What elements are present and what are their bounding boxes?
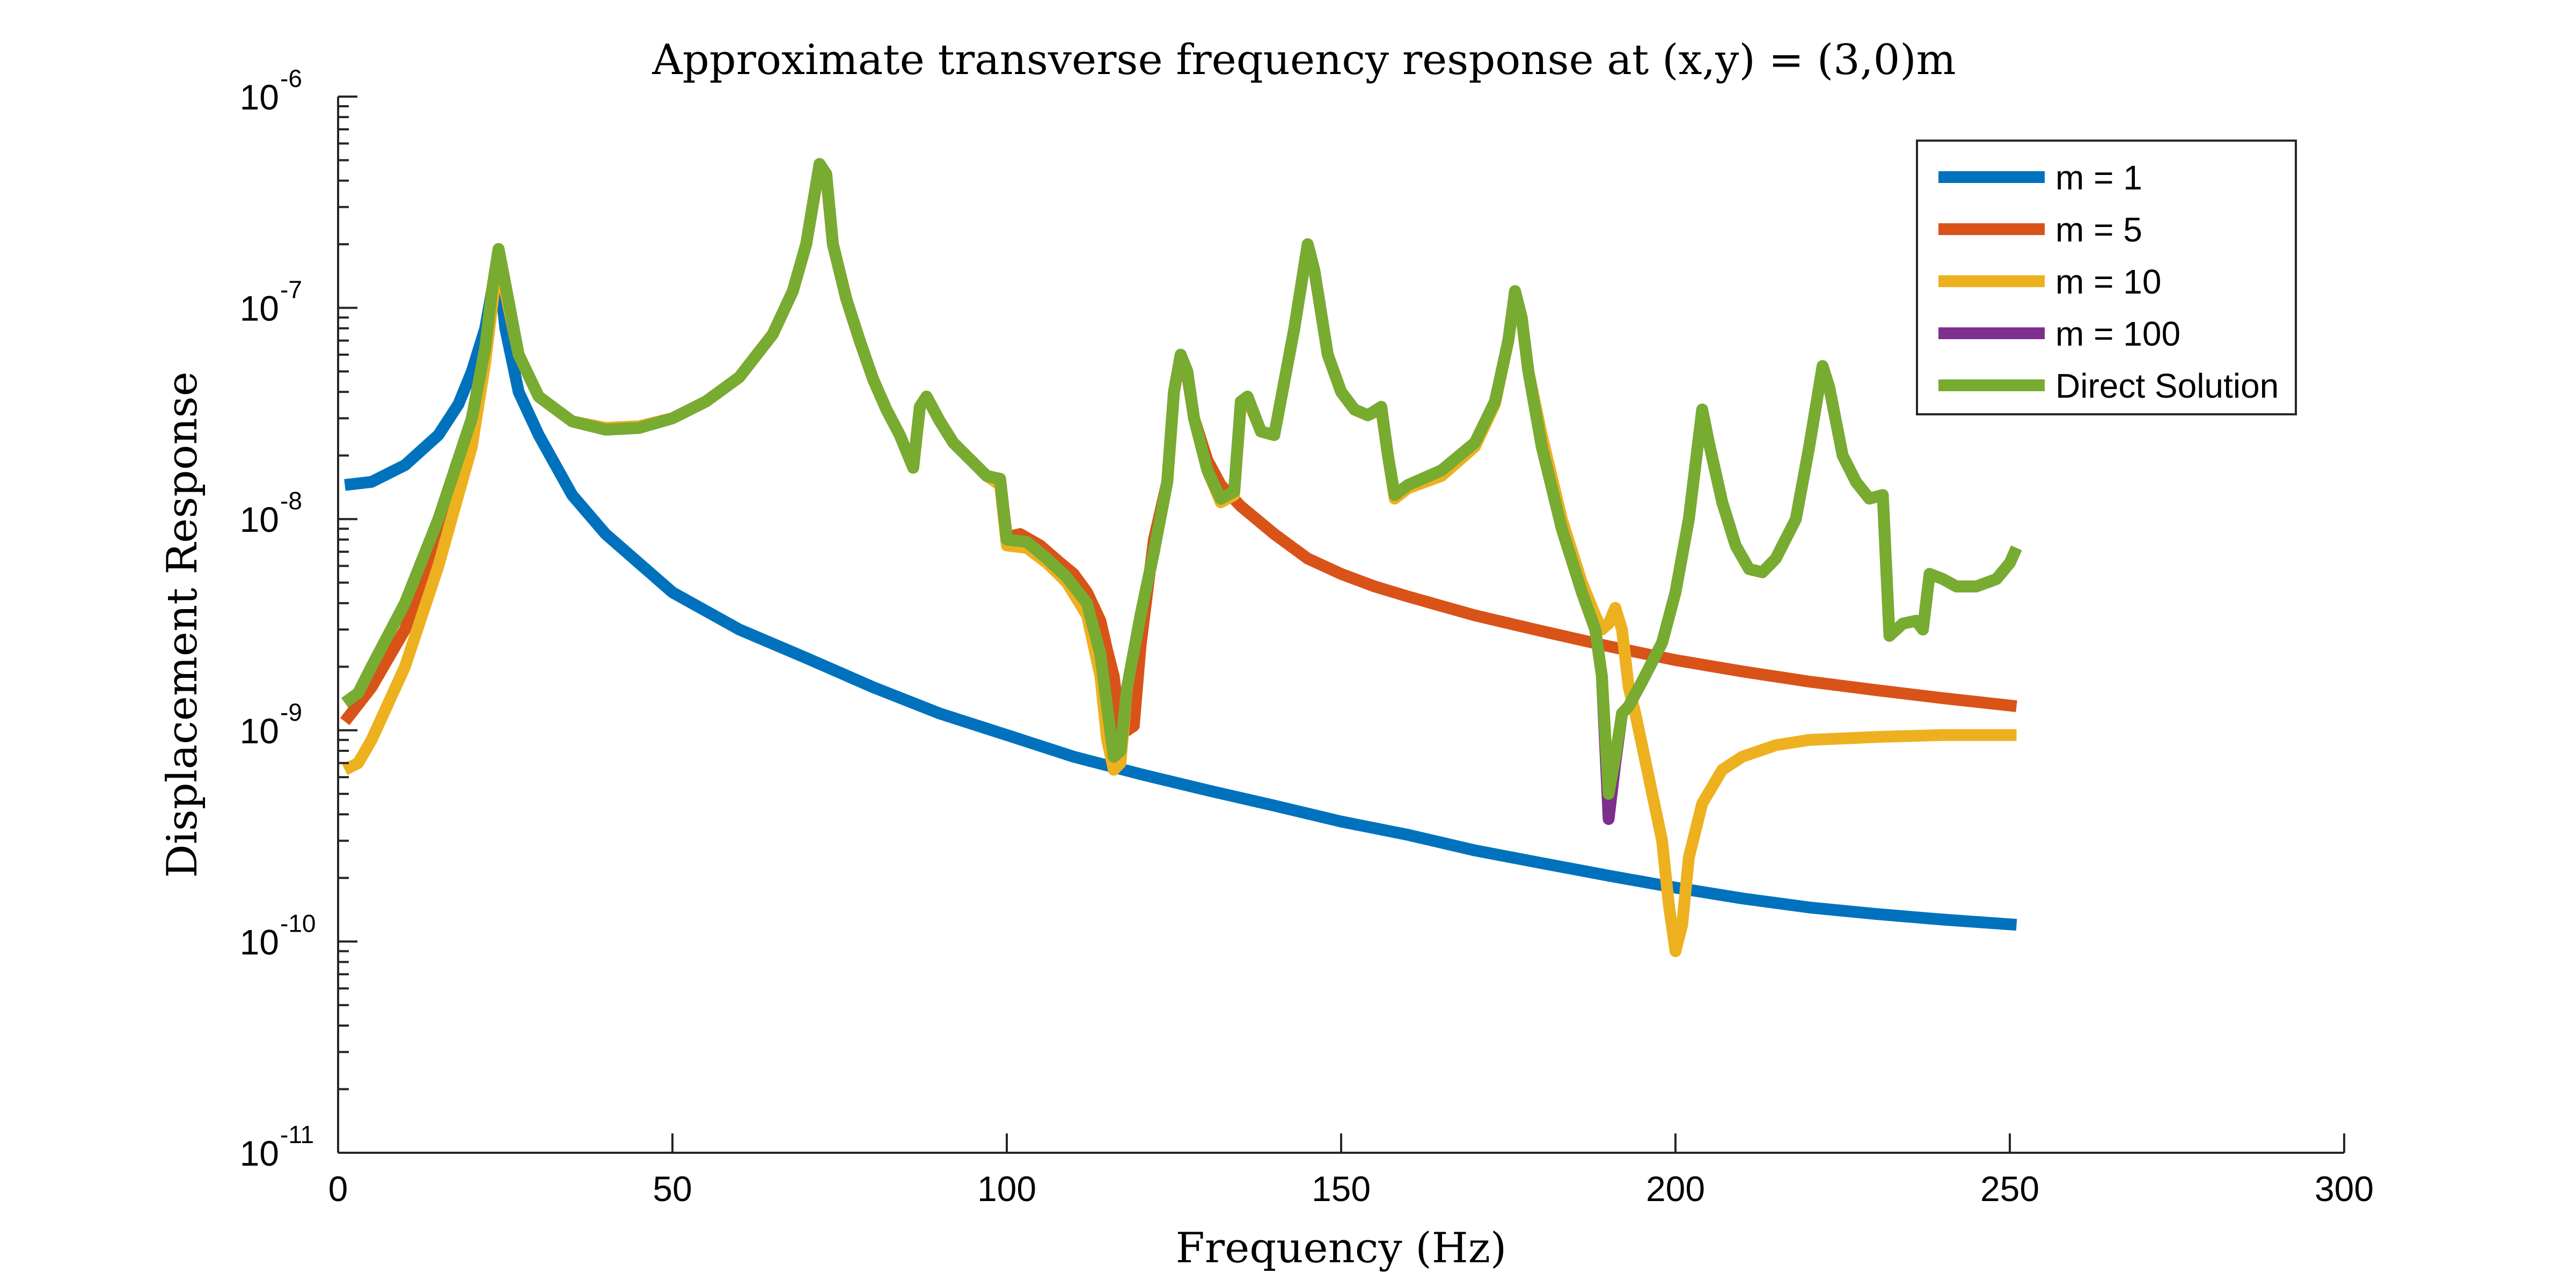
legend-label-m-1: m = 1 <box>2055 158 2142 197</box>
y-tick-label: 10 <box>240 922 279 962</box>
x-tick-label: 0 <box>328 1169 348 1209</box>
x-tick-label: 100 <box>977 1169 1036 1209</box>
y-tick-exponent: -11 <box>280 1121 314 1148</box>
legend-label-m-10: m = 10 <box>2055 262 2161 301</box>
y-axis-label: Displacement Response <box>158 371 207 877</box>
y-tick-label: 10 <box>240 1133 279 1173</box>
x-tick-label: 50 <box>653 1169 692 1209</box>
legend-label-direct-solution: Direct Solution <box>2055 367 2279 405</box>
legend: m = 1 m = 5 m = 10 m = 100 Direct Solution <box>1916 140 2297 415</box>
y-tick-label: 10 <box>240 500 279 539</box>
y-tick-exponent: -10 <box>280 909 316 937</box>
x-axis-label: Frequency (Hz) <box>1176 1224 1507 1272</box>
chart-title: Approximate transverse frequency respons… <box>652 36 1956 84</box>
series-line-direct-solution <box>341 158 2022 800</box>
legend-label-m-100: m = 100 <box>2055 314 2180 353</box>
y-tick-exponent: -9 <box>280 698 302 726</box>
x-tick-label: 250 <box>1980 1169 2039 1209</box>
y-tick-exponent: -8 <box>280 487 302 515</box>
x-tick-label: 200 <box>1646 1169 1705 1209</box>
x-tick-label: 300 <box>2315 1169 2374 1209</box>
y-tick-exponent: -6 <box>280 64 302 92</box>
x-axis-ticks: 0 50 100 150 200 250 300 <box>328 1133 2374 1209</box>
y-tick-label: 10 <box>240 711 279 751</box>
y-tick-exponent: -7 <box>280 276 302 304</box>
legend-entries: m = 1 m = 5 m = 10 m = 100 Direct Solution <box>1938 158 2279 405</box>
x-tick-label: 150 <box>1312 1169 1371 1209</box>
y-tick-label: 10 <box>240 289 279 328</box>
series-layer <box>340 158 2022 957</box>
legend-label-m-5: m = 5 <box>2055 210 2142 249</box>
y-tick-label: 10 <box>240 77 279 117</box>
